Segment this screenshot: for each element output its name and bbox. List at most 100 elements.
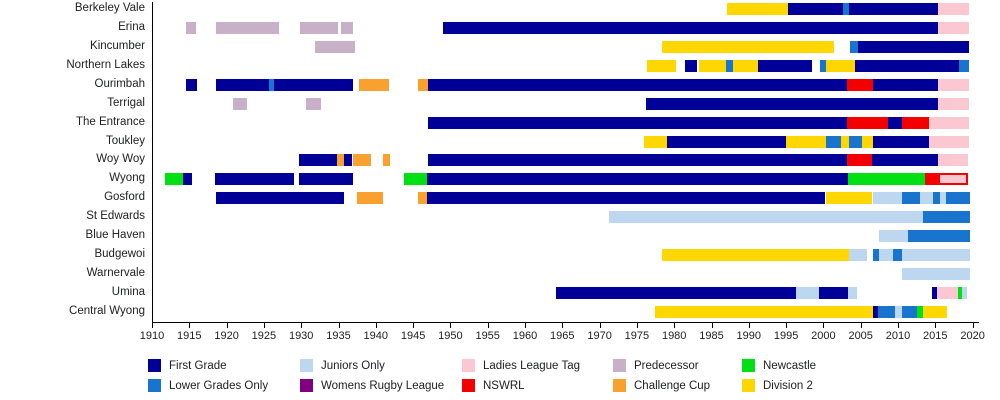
timeline-segment-llt	[936, 286, 958, 299]
timeline-segment-lower_grades	[902, 305, 917, 318]
timeline-segment-first_grade	[872, 135, 930, 148]
timeline-segment-llt	[938, 21, 969, 34]
timeline-segment-juniors	[848, 286, 857, 299]
timeline-segment-juniors	[878, 249, 893, 262]
timeline-segment-division2	[733, 59, 758, 72]
timeline-segment-predecessor	[232, 97, 248, 110]
timeline-segment-challenge_cup	[418, 78, 428, 91]
timeline-segment-first_grade	[344, 154, 352, 167]
x-axis-tick	[152, 323, 153, 328]
timeline-segment-division2	[786, 135, 826, 148]
timeline-segment-juniors	[895, 305, 903, 318]
legend-swatch-womens	[300, 379, 313, 392]
x-axis-tick	[674, 323, 676, 328]
legend-label: Lower Grades Only	[169, 380, 269, 392]
timeline-segment-predecessor	[340, 21, 353, 34]
timeline-segment-first_grade	[645, 97, 939, 110]
x-axis-tick-label: 1930	[288, 330, 314, 342]
club-label: Central Wyong	[69, 304, 145, 317]
x-axis-tick-label: 1955	[475, 330, 500, 342]
x-axis-tick-label: 2010	[885, 330, 911, 342]
timeline-segment-llt	[938, 97, 969, 110]
timeline-segment-first_grade	[555, 286, 796, 299]
legend-label: Division 2	[763, 380, 813, 392]
x-axis-tick-label: 1920	[214, 330, 239, 342]
legend-swatch-llt	[462, 359, 475, 372]
x-axis-tick	[450, 323, 452, 328]
legend-swatch-juniors	[300, 359, 313, 372]
x-axis-tick	[823, 323, 825, 328]
timeline-segment-juniors	[608, 211, 923, 224]
timeline-segment-division2	[647, 59, 676, 72]
timeline-segment-lower_grades	[933, 192, 940, 205]
timeline-segment-division2	[923, 305, 948, 318]
timeline-segment-division2	[661, 249, 849, 262]
timeline-segment-nswrl	[847, 78, 873, 91]
club-label: Kincumber	[90, 39, 145, 52]
timeline-segment-first_grade	[216, 78, 270, 91]
x-axis-tick	[860, 323, 862, 328]
x-axis-tick-label: 2020	[960, 330, 985, 342]
timeline-segment-division2	[661, 40, 834, 53]
x-axis-tick-label: 1915	[177, 330, 202, 342]
timeline-segment-llt	[937, 154, 969, 167]
timeline-segment-juniors	[902, 249, 970, 262]
timeline-segment-first_grade	[427, 173, 848, 186]
timeline-segment-nswrl	[924, 173, 938, 186]
timeline-segment-first_grade	[215, 173, 295, 186]
x-axis-tick-label: 1965	[550, 330, 575, 342]
club-label: Erina	[118, 20, 145, 33]
club-label: St Edwards	[86, 210, 145, 223]
club-label: Budgewoi	[94, 248, 145, 261]
x-axis-tick-label: 1970	[587, 330, 612, 342]
legend-label: Challenge Cup	[634, 380, 711, 392]
timeline-segment-challenge_cup	[337, 154, 345, 167]
x-axis-tick-label: 1925	[251, 330, 277, 342]
x-axis-tick	[972, 323, 974, 328]
legend-label: First Grade	[169, 360, 227, 372]
x-axis-tick	[413, 323, 415, 328]
x-axis-tick	[748, 323, 750, 328]
timeline-segment-predecessor	[306, 97, 322, 110]
timeline-segment-juniors	[848, 249, 868, 262]
timeline-segment-predecessor	[216, 21, 279, 34]
timeline-segment-juniors	[902, 268, 970, 281]
timeline-segment-lower_grades	[922, 211, 970, 224]
timeline-segment-challenge_cup	[418, 192, 427, 205]
timeline-segment-llt	[938, 78, 969, 91]
timeline-segment-first_grade	[872, 78, 939, 91]
timeline-segment-first_grade	[216, 192, 345, 205]
timeline-segment-first_grade	[684, 59, 698, 72]
club-label: Blue Haven	[85, 229, 145, 242]
timeline-segment-first_grade	[427, 192, 825, 205]
x-axis-tick	[189, 323, 191, 328]
timeline-segment-juniors	[962, 286, 968, 299]
club-label: Umina	[111, 285, 145, 298]
timeline-segment-division2	[727, 3, 788, 15]
timeline-segment-lower_grades	[819, 59, 826, 72]
timeline-segment-llt	[938, 3, 969, 15]
timeline-segment-division2	[841, 135, 849, 148]
timeline-segment-newcastle	[165, 173, 184, 186]
x-axis-tick-label: 1980	[661, 330, 687, 342]
timeline-segment-first_grade	[298, 173, 354, 186]
timeline-segment-newcastle	[404, 173, 428, 186]
timeline-segment-division2	[825, 59, 855, 72]
legend-swatch-division2	[742, 379, 755, 392]
timeline-segment-lower_grades	[872, 249, 879, 262]
timeline-segment-division2	[862, 135, 873, 148]
x-axis-tick-label: 1975	[624, 330, 650, 342]
timeline-segment-juniors	[873, 192, 903, 205]
x-axis-tick-label: 1960	[512, 330, 538, 342]
timeline-segment-lower_grades	[877, 305, 895, 318]
timeline-segment-juniors	[795, 286, 819, 299]
x-axis-tick	[786, 323, 788, 328]
timeline-segment-first_grade	[183, 173, 193, 186]
club-label: Toukley	[106, 134, 145, 147]
timeline-segment-newcastle	[957, 286, 963, 299]
x-axis-tick-label: 2000	[811, 330, 836, 342]
x-axis-tick	[935, 323, 937, 328]
timeline-segment-lower_grades	[849, 40, 858, 53]
legend-label: Ladies League Tag	[483, 360, 580, 372]
timeline-segment-nswrl	[847, 116, 888, 129]
